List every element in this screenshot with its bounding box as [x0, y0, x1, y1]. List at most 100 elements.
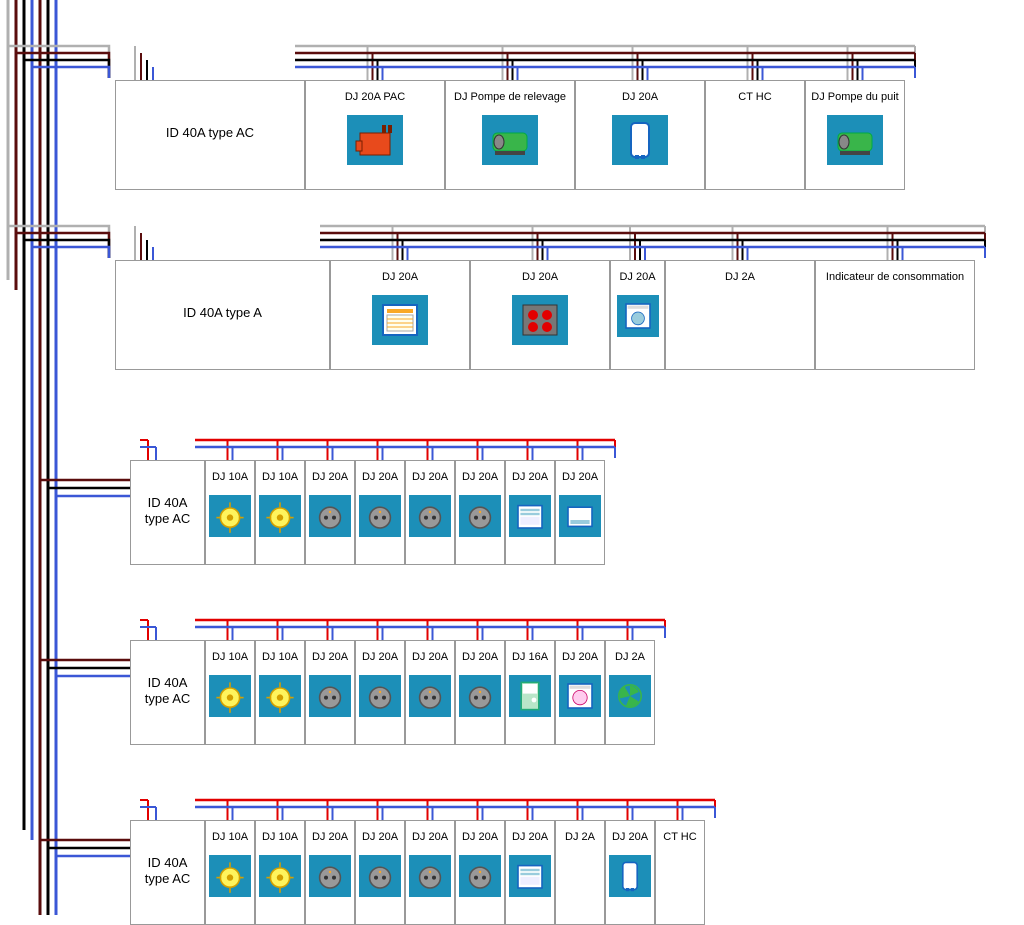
- breaker-module: DJ 10A: [255, 820, 305, 925]
- breaker-module: DJ 20A: [305, 640, 355, 745]
- module-label: CT HC: [660, 825, 700, 851]
- id-module: ID 40A type AC: [130, 640, 205, 745]
- breaker-module: DJ 20A: [505, 460, 555, 565]
- breaker-module: DJ Pompe du puit: [805, 80, 905, 190]
- hob-icon: [512, 295, 568, 345]
- id-module: ID 40A type AC: [130, 460, 205, 565]
- breaker-module: DJ 10A: [205, 640, 255, 745]
- pump-icon: [827, 115, 883, 165]
- module-label: DJ 2A: [670, 265, 810, 291]
- breaker-module: DJ 20A: [355, 640, 405, 745]
- breaker-module: DJ 20A: [555, 460, 605, 565]
- socket-icon: [309, 495, 351, 537]
- id-module: ID 40A type AC: [115, 80, 305, 190]
- module-label: DJ 20A: [560, 645, 600, 671]
- socket-icon: [359, 495, 401, 537]
- module-label: DJ 20A: [610, 825, 650, 851]
- panel-row: ID 40A type ACDJ 10ADJ 10ADJ 20ADJ 20ADJ…: [130, 460, 605, 565]
- module-label: DJ 20A: [460, 645, 500, 671]
- light-icon: [259, 495, 301, 537]
- module-label: ID 40A type AC: [120, 125, 300, 141]
- module-label: DJ Pompe de relevage: [450, 85, 570, 111]
- breaker-module: DJ 20A: [305, 820, 355, 925]
- module-label: ID 40A type AC: [135, 495, 200, 526]
- breaker-module: DJ 20A: [455, 640, 505, 745]
- module-label: DJ 20A: [360, 825, 400, 851]
- module-label: DJ 20A: [410, 645, 450, 671]
- breaker-module: DJ Pompe de relevage: [445, 80, 575, 190]
- module-label: DJ Pompe du puit: [810, 85, 900, 111]
- breaker-module: Indicateur de consommation: [815, 260, 975, 370]
- breaker-module: DJ 20A: [405, 640, 455, 745]
- module-label: DJ 20A: [310, 465, 350, 491]
- breaker-module: DJ 10A: [205, 820, 255, 925]
- breaker-module: DJ 20A: [355, 820, 405, 925]
- breaker-module: CT HC: [655, 820, 705, 925]
- module-label: DJ 16A: [510, 645, 550, 671]
- module-label: ID 40A type A: [120, 305, 325, 321]
- appliance1-icon: [509, 855, 551, 897]
- socket-icon: [359, 675, 401, 717]
- breaker-module: DJ 20A: [555, 640, 605, 745]
- module-label: DJ 10A: [260, 825, 300, 851]
- module-label: DJ 20A: [510, 465, 550, 491]
- module-label: DJ 10A: [210, 645, 250, 671]
- module-label: DJ 10A: [210, 465, 250, 491]
- id-module: ID 40A type A: [115, 260, 330, 370]
- oven-icon: [372, 295, 428, 345]
- socket-icon: [359, 855, 401, 897]
- module-label: DJ 20A: [580, 85, 700, 111]
- module-label: DJ 20A: [410, 825, 450, 851]
- module-label: DJ 2A: [610, 645, 650, 671]
- waterheater-icon: [609, 855, 651, 897]
- id-module: ID 40A type AC: [130, 820, 205, 925]
- module-label: DJ 20A: [510, 825, 550, 851]
- fridge-icon: [509, 675, 551, 717]
- breaker-module: DJ 16A: [505, 640, 555, 745]
- module-label: DJ 2A: [560, 825, 600, 851]
- module-label: DJ 10A: [210, 825, 250, 851]
- module-label: DJ 20A: [335, 265, 465, 291]
- washer-icon: [617, 295, 659, 337]
- pump-icon: [482, 115, 538, 165]
- breaker-module: DJ 10A: [255, 460, 305, 565]
- breaker-module: DJ 20A: [455, 820, 505, 925]
- breaker-module: DJ 20A: [470, 260, 610, 370]
- module-label: Indicateur de consommation: [820, 265, 970, 291]
- module-label: DJ 20A PAC: [310, 85, 440, 111]
- module-label: CT HC: [710, 85, 800, 111]
- light-icon: [209, 675, 251, 717]
- breaker-module: DJ 20A: [455, 460, 505, 565]
- breaker-module: DJ 20A PAC: [305, 80, 445, 190]
- socket-icon: [309, 675, 351, 717]
- breaker-module: DJ 20A: [505, 820, 555, 925]
- light-icon: [209, 495, 251, 537]
- appliance1-icon: [509, 495, 551, 537]
- breaker-module: DJ 20A: [330, 260, 470, 370]
- breaker-module: DJ 2A: [605, 640, 655, 745]
- module-label: DJ 20A: [560, 465, 600, 491]
- socket-icon: [409, 855, 451, 897]
- socket-icon: [409, 495, 451, 537]
- module-label: DJ 20A: [310, 825, 350, 851]
- socket-icon: [459, 855, 501, 897]
- panel-row: ID 40A type AC DJ 10A DJ 10A DJ 20A DJ 20A DJ…: [130, 820, 705, 925]
- vmc-icon: [609, 675, 651, 717]
- socket-icon: [459, 495, 501, 537]
- module-label: DJ 20A: [475, 265, 605, 291]
- breaker-module: CT HC: [705, 80, 805, 190]
- appliance2-icon: [559, 495, 601, 537]
- socket-icon: [309, 855, 351, 897]
- module-label: DJ 20A: [460, 825, 500, 851]
- module-label: DJ 10A: [260, 465, 300, 491]
- module-label: DJ 10A: [260, 645, 300, 671]
- light-icon: [259, 855, 301, 897]
- breaker-module: DJ 2A: [665, 260, 815, 370]
- dryer-icon: [559, 675, 601, 717]
- module-label: ID 40A type AC: [135, 855, 200, 886]
- waterheater-icon: [612, 115, 668, 165]
- panel-row: ID 40A type ACDJ 10ADJ 10ADJ 20ADJ 20ADJ…: [130, 640, 655, 745]
- breaker-module: DJ 20A: [305, 460, 355, 565]
- breaker-module: DJ 20A: [605, 820, 655, 925]
- breaker-module: DJ 10A: [255, 640, 305, 745]
